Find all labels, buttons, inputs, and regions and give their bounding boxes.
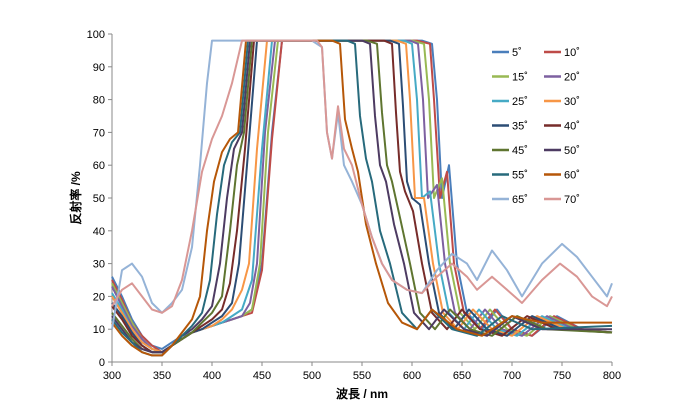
legend-label: 45˚ bbox=[512, 145, 528, 157]
x-tick-label: 300 bbox=[103, 370, 121, 382]
legend-label: 40˚ bbox=[564, 121, 580, 133]
x-tick-label: 550 bbox=[353, 370, 371, 382]
x-tick-label: 400 bbox=[203, 370, 221, 382]
x-tick-label: 600 bbox=[403, 370, 421, 382]
legend-label: 10˚ bbox=[564, 47, 580, 59]
axes: 0 10 20 30 40 50 60 70 80 90 100 300 350 400 450 500 550… bbox=[87, 29, 622, 382]
x-tick-label: 500 bbox=[303, 370, 321, 382]
y-tick-label: 100 bbox=[87, 29, 105, 41]
legend-label: 5˚ bbox=[512, 47, 522, 59]
series-line-13 bbox=[111, 39, 613, 314]
legend-label: 15˚ bbox=[512, 72, 528, 84]
x-tick-label: 750 bbox=[553, 370, 571, 382]
legend-label: 70˚ bbox=[564, 194, 580, 206]
legend-label: 60˚ bbox=[564, 170, 580, 182]
x-tick-label: 350 bbox=[153, 370, 171, 382]
legend-label: 35˚ bbox=[512, 121, 528, 133]
x-tick-label: 800 bbox=[603, 370, 621, 382]
legend-label: 20˚ bbox=[564, 72, 580, 84]
y-axis-title: 反射率 /% bbox=[68, 171, 83, 225]
legend-label: 50˚ bbox=[564, 145, 580, 157]
series-lines bbox=[111, 39, 613, 357]
x-tick-label: 450 bbox=[253, 370, 271, 382]
y-tick-label: 60 bbox=[93, 160, 105, 172]
series-line-11 bbox=[111, 39, 612, 357]
y-tick-label: 50 bbox=[93, 193, 105, 205]
legend-label: 30˚ bbox=[564, 96, 580, 108]
x-tick-label: 700 bbox=[503, 370, 521, 382]
y-tick-label: 80 bbox=[93, 95, 105, 107]
series-line-12 bbox=[111, 39, 613, 330]
x-tick-label: 650 bbox=[453, 370, 471, 382]
y-tick-label: 70 bbox=[93, 127, 105, 139]
legend-label: 65˚ bbox=[512, 194, 528, 206]
y-tick-label: 20 bbox=[93, 291, 105, 303]
y-tick-label: 90 bbox=[93, 62, 105, 74]
y-tick-label: 0 bbox=[99, 357, 105, 369]
y-tick-label: 10 bbox=[93, 324, 105, 336]
x-axis-title: 波長 / nm bbox=[336, 386, 388, 401]
legend-label: 55˚ bbox=[512, 170, 528, 182]
y-tick-label: 40 bbox=[93, 226, 105, 238]
y-tick-label: 30 bbox=[93, 259, 105, 271]
legend: 5˚ 10˚ 15˚ 20˚ 25˚ 30˚ 35˚ 40˚ 45˚ 50˚ 55˚ 60˚ 65˚ 70… bbox=[492, 47, 580, 206]
legend-label: 25˚ bbox=[512, 96, 528, 108]
